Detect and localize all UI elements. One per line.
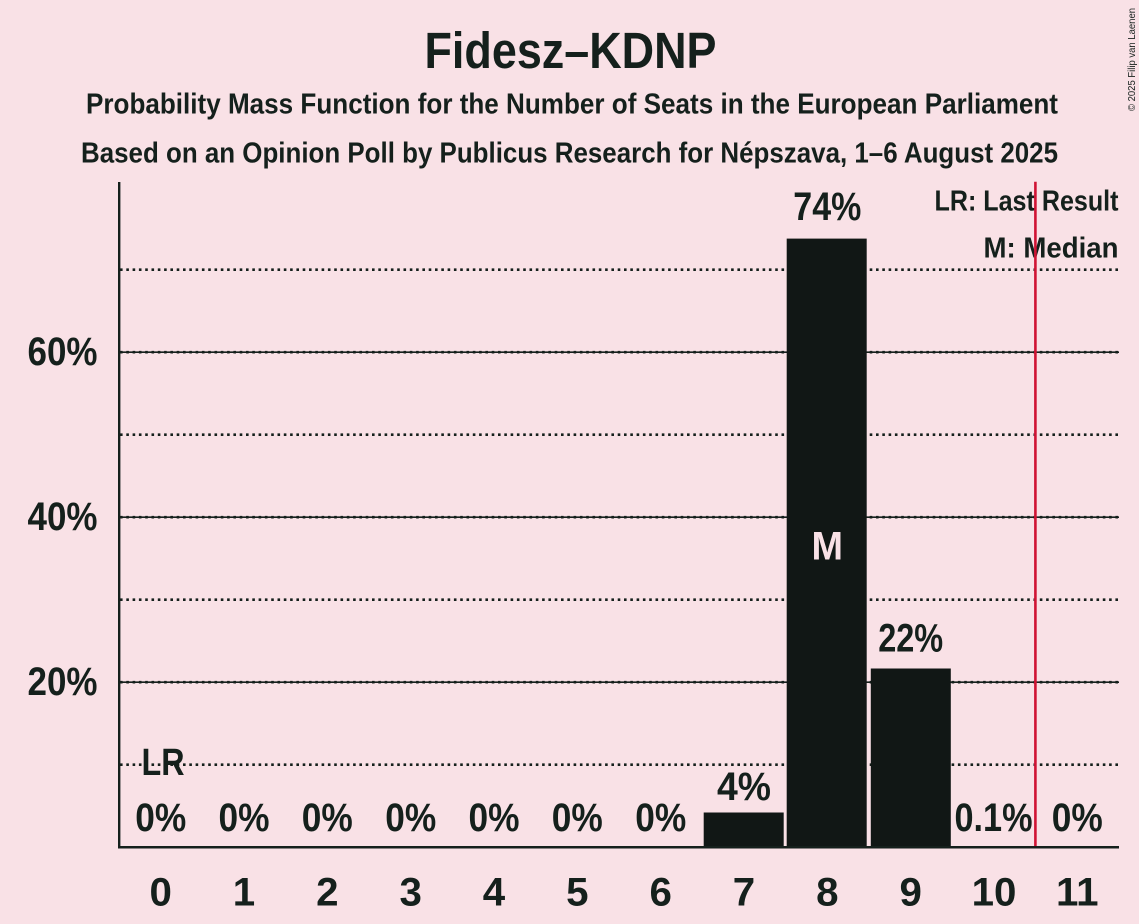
svg-text:0: 0 [149,870,171,915]
svg-text:4: 4 [483,870,506,915]
svg-text:0%: 0% [385,796,436,840]
svg-text:4%: 4% [717,765,771,809]
svg-text:LR: LR [142,742,185,784]
svg-text:2: 2 [316,870,338,915]
svg-text:74%: 74% [793,185,861,229]
svg-text:1: 1 [233,870,255,915]
svg-text:0%: 0% [1052,796,1103,840]
svg-text:5: 5 [566,870,588,915]
svg-text:20%: 20% [28,660,98,704]
svg-text:0%: 0% [135,796,186,840]
svg-text:8: 8 [816,870,838,915]
svg-text:0%: 0% [469,796,520,840]
svg-text:22%: 22% [878,616,943,660]
svg-text:0%: 0% [635,796,686,840]
svg-text:Fidesz–KDNP: Fidesz–KDNP [425,22,717,79]
svg-text:0.1%: 0.1% [955,796,1033,840]
svg-text:Based on an Opinion Poll by Pu: Based on an Opinion Poll by Publicus Res… [81,138,1058,170]
svg-text:0%: 0% [219,796,270,840]
svg-text:0%: 0% [552,796,603,840]
svg-text:LR: Last Result: LR: Last Result [935,186,1119,218]
svg-text:0%: 0% [302,796,353,840]
svg-text:6: 6 [649,870,671,915]
svg-text:9: 9 [899,870,921,915]
svg-text:M: Median: M: Median [984,233,1119,265]
svg-text:40%: 40% [28,495,98,539]
svg-text:10: 10 [972,870,1017,915]
svg-text:11: 11 [1056,870,1099,915]
svg-text:M: M [812,525,844,569]
svg-text:3: 3 [399,870,421,915]
svg-text:60%: 60% [28,330,98,374]
svg-text:Probability Mass Function for: Probability Mass Function for the Number… [86,89,1058,121]
svg-text:7: 7 [733,870,755,915]
svg-text:© 2025 Filip van Laenen: © 2025 Filip van Laenen [1126,8,1138,111]
